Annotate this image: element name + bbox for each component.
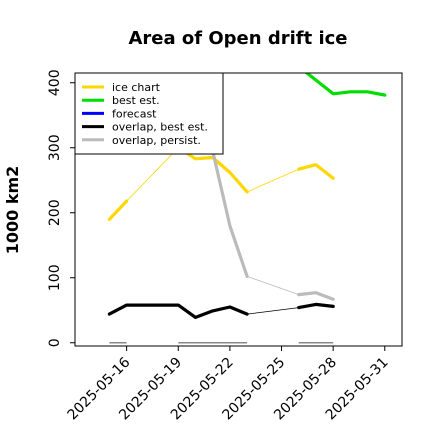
- legend-label-best-est: best est.: [112, 94, 160, 107]
- legend-label-overlap-best-est: overlap, best est.: [112, 121, 208, 134]
- x-axis: 2025-05-162025-05-192025-05-222025-05-25…: [65, 346, 392, 423]
- y-tick-label-300: 300: [47, 134, 63, 161]
- series-ice-chart-connector-0: [126, 147, 179, 202]
- series-overlap-persist-connector-0: [246, 276, 299, 295]
- legend-label-ice-chart: ice chart: [112, 81, 161, 94]
- series-ice-chart-line-2: [297, 163, 335, 180]
- series-ice-chart-connector-1: [246, 168, 299, 193]
- series-overlap-persist-line-1: [297, 291, 335, 301]
- y-axis-label: 1000 km2: [3, 166, 22, 255]
- y-tick-label-200: 200: [47, 199, 63, 226]
- series-best-est-line-0: [304, 73, 387, 97]
- legend-label-overlap-persist: overlap, persist.: [112, 134, 201, 147]
- y-tick-label-400: 400: [47, 69, 63, 96]
- y-axis: 0 100 200 300 400: [47, 69, 75, 347]
- plot-frame: [74, 72, 403, 347]
- series-overlap-best-est-line-1: [297, 302, 335, 310]
- y-tick-label-0: 0: [47, 338, 63, 347]
- series-ice-chart-line-0: [107, 199, 129, 221]
- series-overlap-best-est-line-0: [107, 303, 249, 319]
- y-tick-label-100: 100: [47, 264, 63, 291]
- chart-title: Area of Open drift ice: [128, 28, 347, 49]
- legend-label-forecast: forecast: [112, 107, 157, 120]
- series-overlap-best-est-connector-0: [247, 307, 299, 315]
